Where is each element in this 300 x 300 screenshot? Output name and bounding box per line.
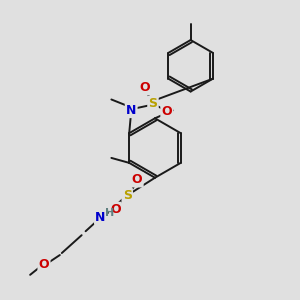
Text: S: S <box>148 97 158 110</box>
Text: O: O <box>140 81 150 94</box>
Text: O: O <box>110 203 121 216</box>
Text: N: N <box>95 211 106 224</box>
Text: H: H <box>105 208 114 218</box>
Text: O: O <box>39 258 49 272</box>
Text: O: O <box>132 173 142 186</box>
Text: O: O <box>161 105 172 118</box>
Text: S: S <box>123 189 132 202</box>
Text: N: N <box>126 104 136 117</box>
